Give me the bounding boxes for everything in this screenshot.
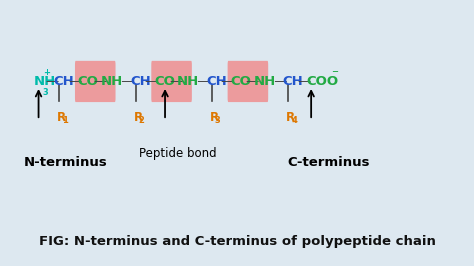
Text: —: — bbox=[93, 75, 106, 88]
Text: FIG: N-terminus and C-terminus of polypeptide chain: FIG: N-terminus and C-terminus of polype… bbox=[38, 235, 436, 248]
Text: NH: NH bbox=[254, 75, 276, 88]
Text: —: — bbox=[297, 75, 310, 88]
Text: —: — bbox=[221, 75, 238, 88]
Text: CH: CH bbox=[54, 75, 74, 88]
Text: NH: NH bbox=[34, 75, 56, 88]
Text: 3: 3 bbox=[215, 116, 220, 125]
Text: 4: 4 bbox=[291, 116, 297, 125]
FancyBboxPatch shape bbox=[151, 61, 192, 102]
Text: CH: CH bbox=[130, 75, 151, 88]
FancyBboxPatch shape bbox=[228, 61, 268, 102]
Text: COO: COO bbox=[307, 75, 339, 88]
Text: R: R bbox=[286, 111, 295, 124]
Text: —: — bbox=[117, 75, 135, 88]
Text: —: — bbox=[145, 75, 158, 88]
Text: N-terminus: N-terminus bbox=[23, 156, 107, 169]
Text: R: R bbox=[134, 111, 143, 124]
Text: —: — bbox=[270, 75, 287, 88]
Text: —: — bbox=[246, 75, 259, 88]
Text: CO: CO bbox=[230, 75, 251, 88]
Text: R: R bbox=[210, 111, 219, 124]
Text: 3: 3 bbox=[43, 88, 48, 97]
Text: CO: CO bbox=[78, 75, 99, 88]
Text: NH: NH bbox=[177, 75, 200, 88]
Text: −: − bbox=[331, 67, 338, 76]
Text: CO: CO bbox=[154, 75, 175, 88]
Text: CH: CH bbox=[207, 75, 227, 88]
Text: —: — bbox=[193, 75, 211, 88]
Text: C-terminus: C-terminus bbox=[287, 156, 370, 169]
Text: R: R bbox=[57, 111, 66, 124]
Text: 1: 1 bbox=[62, 116, 68, 125]
Text: —: — bbox=[68, 75, 82, 88]
Text: —: — bbox=[45, 75, 58, 88]
Text: NH: NH bbox=[101, 75, 123, 88]
Text: —: — bbox=[169, 75, 182, 88]
Text: CH: CH bbox=[283, 75, 303, 88]
Text: 2: 2 bbox=[138, 116, 144, 125]
Text: Peptide bond: Peptide bond bbox=[139, 147, 217, 160]
Text: +: + bbox=[43, 68, 50, 77]
FancyBboxPatch shape bbox=[75, 61, 116, 102]
